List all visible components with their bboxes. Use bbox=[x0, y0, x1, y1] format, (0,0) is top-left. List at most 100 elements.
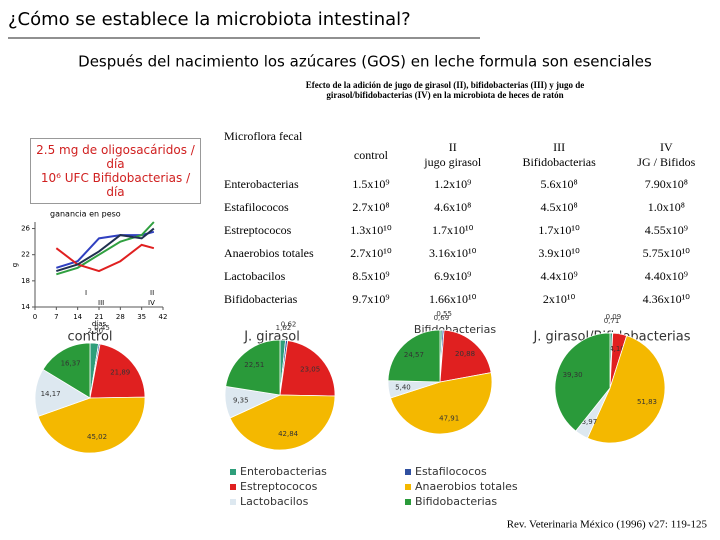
cell: 2x10¹⁰ bbox=[542, 292, 576, 306]
pie-value-label: 20,88 bbox=[455, 350, 475, 358]
y-tick-label: 14 bbox=[21, 303, 30, 311]
legend-swatch bbox=[405, 469, 411, 475]
pie-value-label: 24,57 bbox=[404, 351, 424, 359]
pie-value-label: 5,40 bbox=[395, 383, 411, 391]
cell: 5.75x10¹⁰ bbox=[642, 246, 690, 260]
pie-value-label: 0,09 bbox=[606, 313, 622, 321]
table-caption: Efecto de la adición de jugo de girasol … bbox=[305, 80, 585, 100]
row: Lactobacilos 8.5x10⁹ 6.9x10⁹ 4.4x10⁹ 4.40x10… bbox=[222, 265, 714, 288]
table: Microflora fecal control II jugo girasol III… bbox=[222, 126, 714, 311]
pie-value-label: 42,84 bbox=[278, 430, 299, 438]
title: ¿Cómo se establece la microbiota intesti… bbox=[8, 9, 411, 30]
pie-title: control bbox=[67, 330, 112, 345]
cell: 1.66x10¹⁰ bbox=[429, 292, 477, 306]
pie-slice bbox=[439, 329, 492, 383]
citation: Rev. Veterinaria México (1996) v27: 119-… bbox=[507, 519, 708, 531]
legend-label: Estreptococos bbox=[240, 480, 318, 493]
cell: 9.7x10⁹ bbox=[352, 292, 390, 306]
pie-value-label: 22,51 bbox=[244, 361, 264, 369]
series-label: I bbox=[85, 289, 87, 297]
cell: 1.2x10⁹ bbox=[434, 177, 472, 191]
series-label: IV bbox=[148, 299, 155, 307]
legend-swatch bbox=[230, 469, 236, 475]
cell: Lactobacilos bbox=[224, 269, 286, 283]
cell: 3.16x10¹⁰ bbox=[429, 246, 477, 260]
pie-value-label: 45,02 bbox=[87, 433, 107, 441]
caption-box: Efecto de la adición de jugo de girasol … bbox=[305, 80, 585, 100]
dose-box: 2.5 mg de oligosacáridos / día 10⁶ UFC B… bbox=[30, 138, 201, 204]
subtitle: Después del nacimiento los azúcares (GOS… bbox=[78, 53, 652, 71]
cell: 6.9x10⁹ bbox=[434, 269, 472, 283]
row: Bifidobacterias 9.7x10⁹ 1.66x10¹⁰ 2x10¹⁰ 4.3… bbox=[222, 288, 714, 311]
header-line: Bifidobacterias bbox=[522, 155, 596, 169]
pie-slice bbox=[387, 329, 441, 383]
pie-slice bbox=[586, 335, 666, 444]
pie-value-label: 2,50 bbox=[87, 327, 103, 335]
header-cell: control bbox=[336, 126, 406, 173]
pie-value-label: 0,45 bbox=[94, 324, 110, 332]
header-cell: II jugo girasol bbox=[406, 126, 500, 173]
header-cell: III Bifidobacterias bbox=[500, 126, 619, 173]
pie-value-label: 21,89 bbox=[110, 368, 130, 376]
y-axis-label: g bbox=[11, 263, 19, 267]
row: Estafilococos 2.7x10⁸ 4.6x10⁸ 4.5x10⁸ 1.0x10… bbox=[222, 196, 714, 219]
cell: 4.36x10¹⁰ bbox=[642, 292, 690, 306]
header-cell: Microflora fecal bbox=[222, 126, 336, 173]
pie-slice bbox=[89, 343, 146, 399]
legend-label: Enterobacterias bbox=[240, 465, 327, 478]
chart-title: ganancia en peso bbox=[50, 210, 121, 219]
pie-value-label: 14,17 bbox=[41, 390, 61, 398]
cell: 1.7x10¹⁰ bbox=[432, 223, 474, 237]
pie-slice bbox=[229, 394, 336, 451]
x-tick-label: 14 bbox=[73, 313, 82, 321]
y-tick-label: 18 bbox=[21, 277, 30, 285]
y-tick-label: 26 bbox=[21, 225, 30, 233]
series-line bbox=[56, 221, 155, 276]
pie-value-label: 0,71 bbox=[604, 317, 620, 325]
header-line: II bbox=[448, 140, 457, 154]
x-tick-label: 42 bbox=[159, 313, 168, 321]
y-tick-label: 22 bbox=[21, 251, 30, 259]
pie-value-label: 16,37 bbox=[61, 359, 81, 367]
cell: Bifidobacterias bbox=[224, 292, 298, 306]
cell: 4.40x10⁹ bbox=[644, 269, 688, 283]
series-line bbox=[56, 227, 155, 272]
pie-value-label: 4,10 bbox=[609, 345, 625, 353]
pie-value-label: 0,69 bbox=[434, 314, 450, 322]
dose-line: 10⁶ UFC Bifidobacterias / día bbox=[40, 171, 191, 199]
legend-swatch bbox=[230, 499, 236, 505]
legend-swatch bbox=[230, 484, 236, 490]
cell: 1.5x10⁹ bbox=[352, 177, 390, 191]
pie-value-label: 23,05 bbox=[300, 365, 320, 373]
row: Estreptococos 1.3x10¹⁰ 1.7x10¹⁰ 1.7x10¹⁰ 4.5… bbox=[222, 219, 714, 242]
pie-value-label: 47,91 bbox=[439, 414, 459, 422]
legend-swatch bbox=[405, 484, 411, 490]
header-cell: IV JG / Bifidos bbox=[619, 126, 714, 173]
cell: 8.5x10⁹ bbox=[352, 269, 390, 283]
header-line: III bbox=[553, 140, 566, 154]
header-line: jugo girasol bbox=[424, 155, 482, 169]
row: Enterobacterias 1.5x10⁹ 1.2x10⁹ 5.6x10⁸ 7.90… bbox=[222, 173, 714, 196]
legend-swatch bbox=[405, 499, 411, 505]
header-line: IV bbox=[659, 140, 673, 154]
x-tick-label: 0 bbox=[33, 313, 37, 321]
legend-label: Anaerobios totales bbox=[415, 480, 518, 493]
pie-value-label: 0,55 bbox=[436, 310, 452, 318]
cell: 1.0x10⁸ bbox=[647, 200, 685, 214]
header-line: control bbox=[353, 147, 388, 162]
cell: Enterobacterias bbox=[224, 177, 299, 191]
pie-value-label: 9,35 bbox=[233, 396, 249, 404]
pie-slice bbox=[37, 396, 146, 454]
legend-label: Bifidobacterias bbox=[415, 495, 497, 508]
x-tick-label: 7 bbox=[54, 313, 58, 321]
pie-value-label: 3,97 bbox=[582, 418, 598, 426]
series-label: II bbox=[150, 289, 154, 297]
header-line: JG / Bifidos bbox=[637, 155, 696, 169]
cell: 3.9x10¹⁰ bbox=[538, 246, 580, 260]
series-line bbox=[55, 243, 155, 273]
cell: 4.4x10⁹ bbox=[540, 269, 578, 283]
cell: 2.7x10¹⁰ bbox=[350, 246, 392, 260]
series-label: III bbox=[98, 299, 104, 307]
x-tick-label: 35 bbox=[137, 313, 146, 321]
